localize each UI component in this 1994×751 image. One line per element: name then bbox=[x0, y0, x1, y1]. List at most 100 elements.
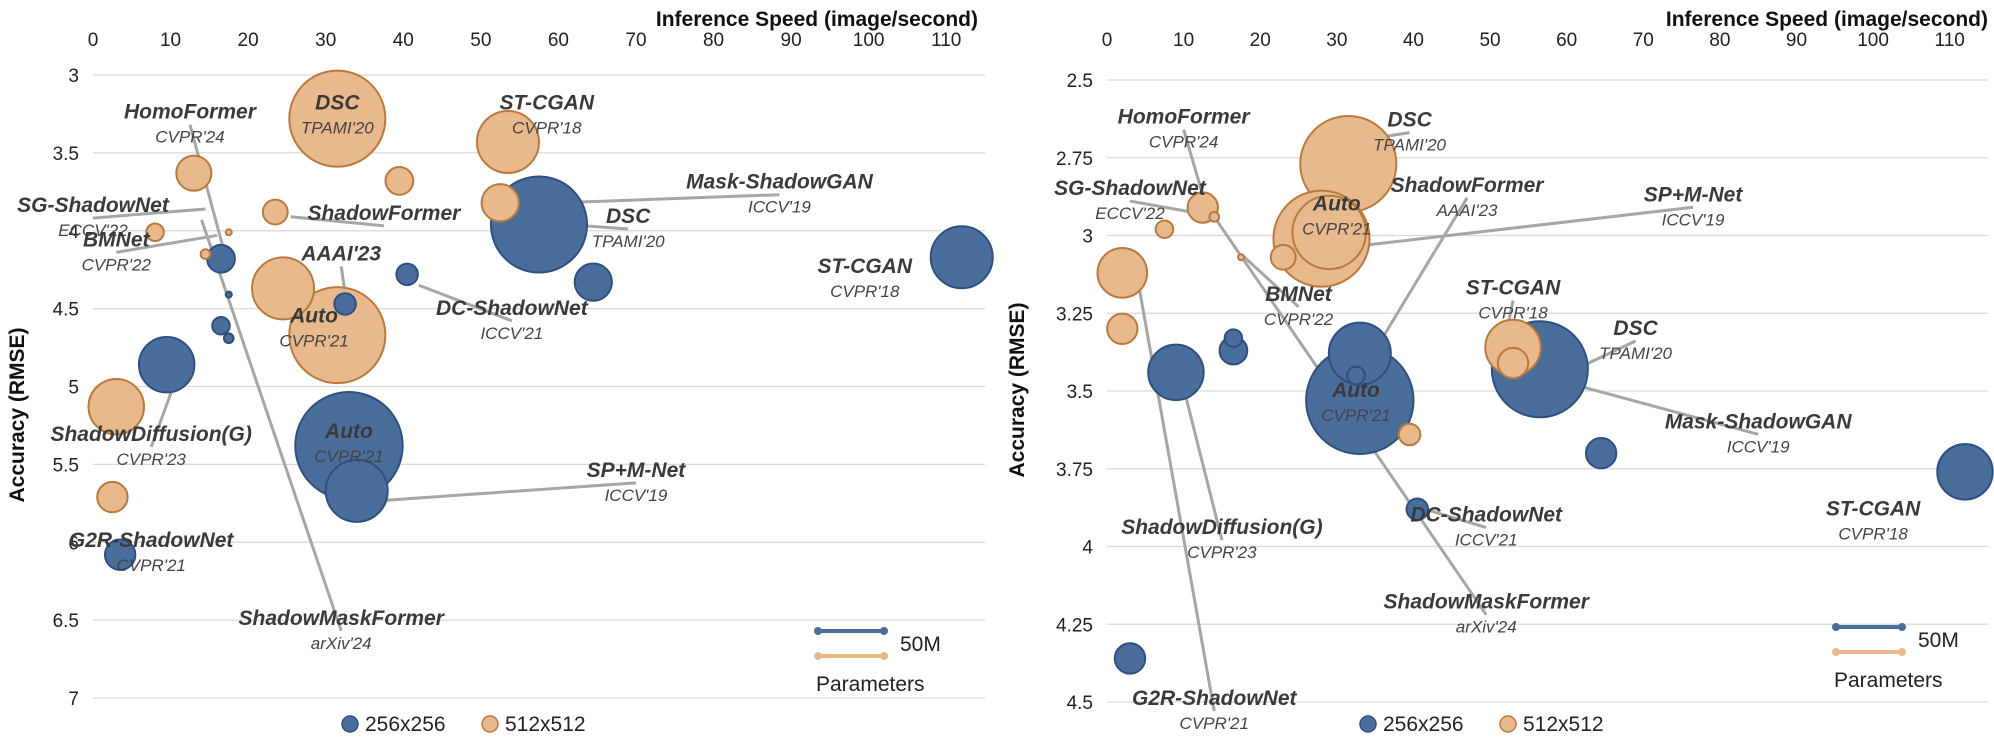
x-tick-label: 100 bbox=[1857, 30, 1889, 51]
x-tick-label: 60 bbox=[548, 30, 569, 51]
method-label: ST-CGAN bbox=[818, 255, 913, 278]
bubble-256x256 bbox=[137, 335, 196, 394]
y-tick-label: 6.5 bbox=[53, 611, 79, 632]
y-tick-label: 3.5 bbox=[53, 144, 79, 165]
leader-line bbox=[290, 215, 385, 228]
legend-label: 256x256 bbox=[1383, 713, 1464, 736]
bubble-256x256 bbox=[224, 290, 233, 299]
annotations: HomoFormer CVPR'24 DSC TPAMI'20 SG-ShadowNet… bbox=[1054, 106, 1921, 734]
venue-label: CVPR'21 bbox=[116, 556, 185, 575]
venue-label: ICCV'21 bbox=[480, 324, 543, 343]
bubble-512x512 bbox=[480, 183, 520, 223]
method-label: ShadowFormer bbox=[307, 202, 462, 225]
y-tick-label: 3.25 bbox=[1056, 304, 1093, 325]
annotations: DSC TPAMI'20 HomoFormer CVPR'24 ST-CGAN CVPR'… bbox=[17, 91, 913, 653]
bubble-256x256 bbox=[1346, 365, 1366, 386]
legend-label: 256x256 bbox=[365, 713, 446, 736]
method-label: SP+M-Net bbox=[1644, 183, 1744, 206]
method-label: G2R-ShadowNet bbox=[1132, 687, 1298, 710]
legend-label: 512x512 bbox=[505, 713, 586, 736]
bubble-512x512 bbox=[145, 222, 165, 243]
method-label: HomoFormer bbox=[1118, 106, 1252, 129]
method-label: SG-ShadowNet bbox=[17, 194, 170, 217]
x-tick-label: 70 bbox=[1633, 30, 1654, 51]
leader-line bbox=[92, 207, 206, 220]
bubble-256x256 bbox=[1327, 321, 1392, 386]
bubble-512x512 bbox=[251, 256, 316, 321]
method-label: BMNet bbox=[1265, 283, 1333, 306]
venue-label: CVPR'18 bbox=[1838, 524, 1908, 543]
bubble-512x512 bbox=[288, 286, 387, 385]
size-legend: 50M Parameters bbox=[1832, 623, 1959, 692]
method-label: Auto bbox=[324, 420, 373, 443]
bubble-256x256 bbox=[1405, 497, 1430, 521]
legend-marker-256x256 bbox=[1359, 715, 1377, 733]
size-legend-dot bbox=[1832, 623, 1840, 631]
bubble-512x512 bbox=[1269, 243, 1297, 271]
x-tick-label: 70 bbox=[625, 30, 646, 51]
venue-label: arXiv'24 bbox=[311, 634, 372, 653]
x-tick-label: 100 bbox=[853, 30, 885, 51]
method-label: SP+M-Net bbox=[587, 459, 687, 482]
x-tick-label: 40 bbox=[393, 30, 414, 51]
bubbles bbox=[87, 69, 994, 571]
venue-label: ICCV'19 bbox=[1662, 210, 1725, 229]
y-tick-label: 6 bbox=[68, 533, 79, 554]
method-label: HomoFormer bbox=[124, 101, 258, 124]
venue-label: CVPR'18 bbox=[830, 282, 900, 301]
legend-label: 512x512 bbox=[1523, 713, 1604, 736]
leader-line bbox=[1136, 278, 1216, 712]
bubble-256x256 bbox=[103, 538, 137, 571]
method-label: ShadowMaskFormer bbox=[239, 607, 446, 630]
bubble-512x512 bbox=[96, 480, 129, 514]
x-tick-label: 10 bbox=[160, 30, 181, 51]
y-tick-label: 3 bbox=[68, 66, 79, 87]
bubble-256x256 bbox=[324, 458, 389, 523]
venue-label: CVPR'24 bbox=[155, 128, 224, 147]
bubble-256x256 bbox=[1147, 343, 1205, 402]
venue-label: CVPR'18 bbox=[512, 118, 582, 137]
size-legend-title: Parameters bbox=[816, 673, 925, 696]
x-tick-label: 0 bbox=[1102, 30, 1113, 51]
venue-label: CVPR'21 bbox=[1180, 714, 1249, 733]
y-tick-label: 4.5 bbox=[53, 300, 79, 321]
y-tick-label: 4 bbox=[1082, 538, 1093, 559]
leader-line bbox=[1424, 507, 1487, 530]
x-tick-label: 30 bbox=[1326, 30, 1347, 51]
x-tick-label: 110 bbox=[931, 30, 961, 51]
method-label: ShadowDiffusion(G) bbox=[1121, 516, 1322, 539]
method-label: Auto bbox=[1312, 193, 1361, 216]
venue-label: TPAMI'20 bbox=[301, 118, 374, 137]
bubble-512x512 bbox=[288, 69, 387, 168]
size-legend-dot bbox=[814, 652, 822, 660]
bubble-512x512 bbox=[199, 248, 212, 260]
venue-label: CVPR'21 bbox=[1302, 220, 1371, 239]
method-label: Mask-ShadowGAN bbox=[686, 171, 874, 194]
y-tick-label: 4.5 bbox=[1067, 693, 1093, 714]
method-label: ShadowDiffusion(G) bbox=[50, 423, 251, 446]
chart-panel-2: 2.5 2.75 3 3.25 3.5 3.75 4 4.25 4.5 0 10 20 30 40 50 60… bbox=[1006, 8, 1994, 736]
venue-label: CVPR'22 bbox=[82, 255, 152, 274]
venue-label: ICCV'21 bbox=[1455, 531, 1518, 550]
chart-panel-1: 33.544.555.566.570 10 20 30 40 50 60 70 80 90 100 1… bbox=[6, 8, 994, 736]
series-legend: 256x256 512x512 bbox=[341, 713, 586, 736]
venue-label: TPAMI'20 bbox=[592, 232, 665, 251]
y-tick-label: 4.25 bbox=[1056, 615, 1093, 636]
y-tick-label: 3.5 bbox=[1067, 382, 1093, 403]
method-label: Auto bbox=[1331, 379, 1380, 402]
x-axis-title: Inference Speed (image/second) bbox=[1666, 8, 1988, 31]
leader-line bbox=[1182, 129, 1205, 196]
bubble-512x512 bbox=[475, 109, 540, 174]
bubble-256x256 bbox=[1113, 642, 1147, 675]
method-label: Auto bbox=[289, 305, 338, 328]
method-label: DSC bbox=[315, 91, 360, 114]
bubble-512x512 bbox=[1154, 219, 1175, 240]
x-tick-label: 40 bbox=[1403, 30, 1424, 51]
y-axis-title: Accuracy (RMSE) bbox=[1006, 302, 1029, 477]
leader-lines bbox=[92, 124, 780, 632]
size-legend-dot bbox=[880, 627, 888, 635]
x-tick-label: 50 bbox=[470, 30, 491, 51]
size-legend-dot bbox=[1898, 623, 1906, 631]
leader-line bbox=[116, 233, 218, 254]
venue-label: AAAI'23 bbox=[1436, 201, 1498, 220]
